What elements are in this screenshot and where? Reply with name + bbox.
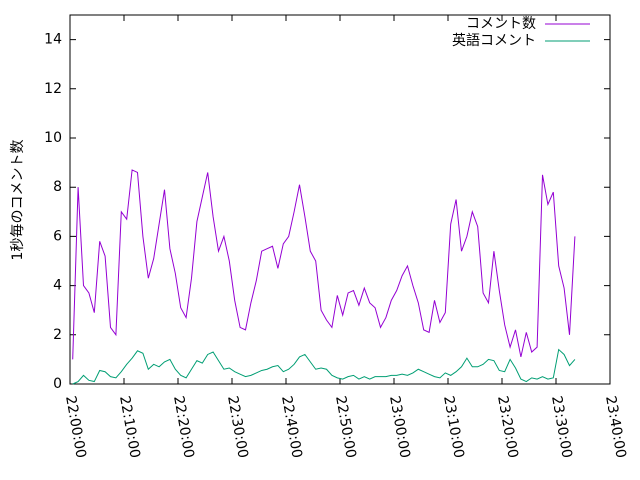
series-line	[72, 348, 576, 385]
x-tick-label: 22:40:00	[278, 395, 305, 460]
y-tick-label: 8	[53, 179, 62, 195]
x-tick-label: 22:20:00	[170, 395, 197, 460]
y-tick-label: 12	[44, 81, 62, 97]
x-tick-label: 23:10:00	[440, 395, 467, 460]
y-tick-label: 10	[44, 130, 62, 146]
series-line	[72, 169, 576, 360]
x-tick-label: 22:00:00	[62, 395, 89, 460]
x-tick-label: 23:20:00	[494, 395, 521, 460]
plot-border	[69, 14, 611, 385]
y-tick-label: 14	[44, 32, 62, 48]
x-tick-label: 22:50:00	[332, 395, 359, 460]
x-tick-label: 22:30:00	[224, 395, 251, 460]
y-tick-label: 4	[53, 278, 62, 294]
y-tick-label: 6	[53, 228, 62, 244]
legend-label: 英語コメント	[452, 32, 536, 49]
y-axis-label: 1秒毎のコメント数	[10, 140, 26, 261]
x-tick-label: 23:40:00	[602, 395, 629, 460]
y-tick-label: 2	[53, 327, 62, 343]
y-tick-label: 0	[53, 376, 62, 392]
x-tick-label: 23:30:00	[548, 395, 575, 460]
legend-label: コメント数	[466, 16, 536, 32]
x-tick-label: 23:00:00	[386, 395, 413, 460]
x-tick-label: 22:10:00	[116, 395, 143, 460]
